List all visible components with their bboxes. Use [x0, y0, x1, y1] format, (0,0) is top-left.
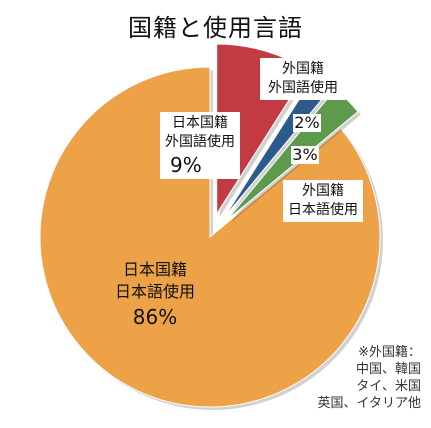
label-japanese-foreign-language: 日本国籍 外国語使用 9%	[160, 112, 240, 179]
label-japanese-japanese-language: 日本国籍 日本語使用 86%	[100, 255, 210, 333]
percent-label: 86%	[132, 305, 178, 330]
label-line: 日本国籍	[122, 260, 187, 279]
label-line: 外国語使用	[165, 133, 235, 150]
chart-title: 国籍と使用言語	[128, 14, 303, 42]
label-line: 外国籍	[302, 183, 344, 199]
label-line: 日本国籍	[172, 115, 228, 131]
percent-label-2: 2%	[293, 113, 321, 132]
percent-label-3: 3%	[291, 145, 319, 164]
footnote-line: ※外国籍：	[358, 345, 421, 360]
label-line: 日本語使用	[288, 201, 358, 218]
label-line: 外国籍	[282, 61, 324, 77]
footnote: ※外国籍： 中国、韓国 タイ、米国 英国、イタリア他	[318, 344, 421, 412]
footnote-line: 英国、イタリア他	[317, 396, 421, 411]
label-line: 外国語使用	[268, 79, 338, 96]
label-foreign-foreign-language: 外国籍 外国語使用	[260, 58, 346, 100]
footnote-line: 中国、韓国	[355, 362, 421, 377]
slice-japanese-japanese-language	[39, 66, 381, 408]
footnote-line: タイ、米国	[356, 379, 421, 394]
percent-label: 9%	[170, 152, 202, 177]
label-foreign-japanese-language: 外国籍 日本語使用	[283, 180, 363, 222]
label-line: 日本語使用	[114, 281, 195, 301]
